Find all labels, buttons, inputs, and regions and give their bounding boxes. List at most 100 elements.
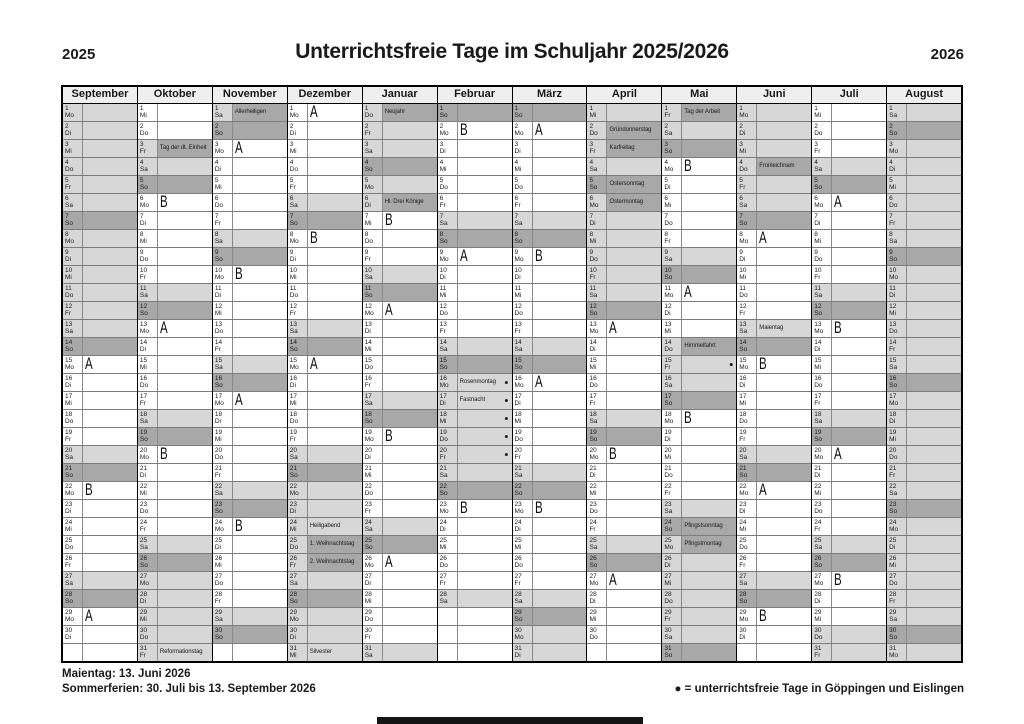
day-label-cell <box>458 536 512 553</box>
day-number-cell: 24 Mi <box>63 518 83 535</box>
day-number-cell: 5 Mi <box>213 176 233 193</box>
day-number-cell: 25 Di <box>887 536 908 553</box>
day-row: 10 So <box>662 265 737 283</box>
weekday-abbrev: Di <box>289 382 296 389</box>
day-label-cell <box>832 392 886 409</box>
weekday-abbrev: Mi <box>65 148 72 155</box>
day-label-cell <box>307 608 362 625</box>
day-label-cell: Heiligabend <box>307 518 362 535</box>
day-row: 26 So <box>587 553 662 571</box>
weekday-abbrev: Mo <box>65 364 75 371</box>
weekday-abbrev: Sa <box>65 580 73 587</box>
day-row: 30 Mo <box>512 625 587 643</box>
weekday-abbrev: Di <box>214 418 221 425</box>
day-label-cell <box>757 536 811 553</box>
day-row: 1 Do Neujahr <box>362 104 437 121</box>
day-number: 15 <box>814 357 822 364</box>
day-label-cell <box>83 464 137 481</box>
weekday-abbrev: Mo <box>739 364 749 371</box>
day-number: 20 <box>439 447 447 454</box>
day-number-cell: 8 So <box>512 230 533 247</box>
weekday-abbrev: Mo <box>814 202 824 209</box>
day-row: 17 Di Fastnacht ● <box>437 391 512 409</box>
day-number: 10 <box>289 267 297 274</box>
day-number: 23 <box>65 501 73 508</box>
day-label-cell <box>607 284 662 301</box>
day-label-cell <box>832 158 887 175</box>
day-number: 3 <box>514 141 519 148</box>
day-row: 23 Di <box>287 499 362 517</box>
day-number-cell: 19 Do <box>513 428 533 445</box>
day-label-cell <box>533 140 587 157</box>
week-letter: B <box>534 248 543 265</box>
day-number: 21 <box>889 465 897 472</box>
day-number: 25 <box>139 537 148 544</box>
day-number: 25 <box>289 537 297 544</box>
day-label-cell <box>832 410 887 427</box>
day-row: 26 So <box>137 553 212 571</box>
day-number: 26 <box>889 555 897 562</box>
weekday-abbrev: Mi <box>139 616 147 623</box>
weekday-abbrev: So <box>514 238 523 245</box>
weekday-abbrev: So <box>289 346 298 353</box>
day-number: 15 <box>514 357 522 364</box>
day-number-cell: 22 Sa <box>887 482 908 499</box>
day-label-cell <box>682 140 737 157</box>
day-row: 18 Sa <box>587 409 662 427</box>
day-number-cell: 7 Fr <box>213 212 233 229</box>
day-number: 13 <box>739 321 747 328</box>
day-number: 8 <box>814 231 818 238</box>
day-row: 13 Do <box>212 319 287 337</box>
day-label-cell <box>457 590 512 607</box>
weekday-abbrev: Do <box>65 166 74 173</box>
day-number-cell: 16 Di <box>737 374 758 391</box>
day-row: 8 Sa <box>887 229 962 247</box>
day-number: 24 <box>664 519 672 526</box>
day-number-cell: 1 Fr <box>662 104 683 121</box>
weekday-abbrev: Fr <box>814 652 821 659</box>
day-number-cell: 26 Di <box>662 554 683 571</box>
weekday-abbrev: Fr <box>889 472 896 479</box>
day-number: 16 <box>739 375 747 382</box>
weekday-abbrev: Di <box>889 544 896 551</box>
day-row: 21 Di <box>137 463 212 481</box>
day-number: 11 <box>739 285 747 292</box>
holiday-label: Pfingstmontag <box>684 541 722 547</box>
day-number: 13 <box>814 321 822 328</box>
day-row: 19 Fr <box>737 427 812 445</box>
day-row: 11 Di <box>212 283 287 301</box>
weekday-abbrev: Di <box>514 148 521 155</box>
day-label-cell <box>532 338 587 355</box>
day-number: 17 <box>214 393 223 400</box>
day-label-cell <box>83 266 137 283</box>
day-row: 11 So <box>362 283 437 301</box>
day-number: 18 <box>364 411 372 418</box>
day-number-cell: 29 Do <box>363 608 383 625</box>
day-number: 20 <box>289 447 297 454</box>
day-row: 27 Mi <box>662 571 737 589</box>
day-label-cell <box>83 554 137 571</box>
day-row: 10 Fr <box>812 265 887 283</box>
day-label-cell <box>757 104 812 121</box>
day-number: 23 <box>514 501 522 508</box>
day-number-cell: 20 Do <box>887 446 908 463</box>
day-number-cell: 13 Sa <box>737 320 758 337</box>
day-number: 17 <box>139 393 148 400</box>
day-row <box>437 643 512 661</box>
day-number-cell: 14 Do <box>662 338 683 355</box>
day-row: 7 Sa <box>437 211 512 229</box>
weekday-abbrev: Sa <box>439 598 448 605</box>
day-number: 22 <box>289 483 297 490</box>
day-label-cell <box>157 428 212 445</box>
day-number: 13 <box>65 321 73 328</box>
day-number: 19 <box>814 429 822 436</box>
month-header: Oktober <box>137 87 212 104</box>
day-number-cell: 4 Sa <box>587 158 608 175</box>
weekday-abbrev: Mi <box>439 418 447 425</box>
day-row: 18 Mi ● <box>437 409 512 427</box>
day-row: 20 Sa <box>63 445 137 463</box>
day-row: 6 Fr <box>512 193 587 211</box>
day-number-cell: 4 Mi <box>438 158 458 175</box>
day-row: 30 Do <box>137 625 212 643</box>
day-label-cell: B <box>383 428 437 445</box>
